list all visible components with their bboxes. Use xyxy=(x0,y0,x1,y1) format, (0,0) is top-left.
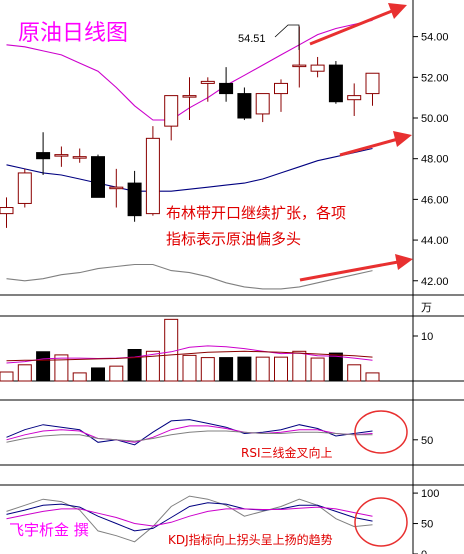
rsi-panel: 50 xyxy=(6,419,433,447)
candle-body xyxy=(292,64,307,68)
volume-bar xyxy=(274,356,288,382)
boll-lower-line xyxy=(6,263,373,290)
price-axis-tick-label: 54.00 xyxy=(421,32,449,44)
volume-bar xyxy=(36,351,51,382)
volume-axis-tick-label: 10 xyxy=(421,331,433,343)
rsi-line-2 xyxy=(6,425,373,443)
candle-body xyxy=(347,95,362,101)
candle-body xyxy=(127,182,142,217)
rsi-highlight-circle xyxy=(354,410,408,454)
volume-bar xyxy=(237,356,252,382)
volume-bar xyxy=(200,357,215,382)
volume-bar xyxy=(91,367,105,382)
candle-body xyxy=(310,64,325,72)
price-axis-tick-label: 42.00 xyxy=(421,276,449,288)
candle-body xyxy=(145,137,160,215)
volume-bar xyxy=(328,352,343,382)
candle-body xyxy=(164,95,179,127)
peak-marker: 54.51 xyxy=(238,24,300,50)
kdj-axis-tick-label: 50 xyxy=(421,519,433,531)
candle-body xyxy=(365,72,380,95)
kdj-axis-tick-label: 0 xyxy=(421,549,427,554)
volume-bar xyxy=(365,372,380,382)
price-axis-tick-label: 44.00 xyxy=(421,235,449,247)
kdj-highlight-circle xyxy=(354,497,408,547)
volume-bar xyxy=(219,357,234,382)
candle-body xyxy=(54,154,69,157)
rsi-annotation: RSI三线金叉向上 xyxy=(241,445,333,460)
kdj-line-2 xyxy=(6,502,373,532)
volume-unit-label: 万 xyxy=(421,302,432,314)
candle-body xyxy=(255,93,270,115)
peak-leader-line xyxy=(274,24,300,50)
rsi-line-3 xyxy=(6,430,373,443)
price-axis-ticks: 42.00 44.00 46.00 48.00 50.00 52.00 54.00 xyxy=(413,32,449,288)
volume-bar xyxy=(54,354,69,382)
volume-bar xyxy=(17,364,32,382)
volume-bar xyxy=(292,350,307,382)
candle-body xyxy=(0,207,14,215)
price-axis-tick-label: 46.00 xyxy=(421,194,449,206)
price-candles xyxy=(0,26,380,228)
candle-body xyxy=(36,152,51,160)
volume-bar xyxy=(347,364,362,382)
candle-body xyxy=(328,64,343,103)
rsi-line-1 xyxy=(6,419,373,446)
volume-bar xyxy=(72,372,87,382)
candle-body xyxy=(274,82,288,95)
volume-bar xyxy=(255,356,270,382)
boll-annotation-line-2: 指标表示原油偏多头 xyxy=(166,230,301,248)
volume-bar xyxy=(145,350,160,382)
price-axis-tick-label: 48.00 xyxy=(421,154,449,166)
rsi-axis-tick-label: 50 xyxy=(421,435,433,447)
arrow-upper-icon xyxy=(309,3,407,46)
candle-body xyxy=(17,172,32,204)
volume-panel: 10 万 xyxy=(0,302,433,382)
volume-ma-short-line xyxy=(6,345,373,364)
candle-body xyxy=(182,95,197,98)
volume-bar xyxy=(109,365,124,382)
boll-annotation-line-1: 布林带开口继续扩张，各项 xyxy=(166,204,346,222)
arrow-middle-icon xyxy=(339,131,412,157)
kdj-line-1 xyxy=(6,495,373,543)
candle-body xyxy=(91,156,105,198)
volume-bar xyxy=(310,357,325,382)
volume-ma-long-line xyxy=(6,350,373,362)
author-watermark: 飞宇析金 撰 xyxy=(9,521,89,539)
price-axis-tick-label: 50.00 xyxy=(421,113,449,125)
kdj-annotation: KDJ指标向上拐头呈上扬的趋势 xyxy=(168,532,333,547)
candle-body xyxy=(72,156,87,159)
boll-middle-line xyxy=(6,147,373,192)
kdj-axis-tick-label: 100 xyxy=(421,488,439,500)
trend-arrows xyxy=(299,3,413,282)
candle-body xyxy=(200,80,215,84)
volume-bar xyxy=(127,349,142,382)
price-axis-tick-label: 52.00 xyxy=(421,72,449,84)
candle-body xyxy=(219,82,234,95)
kdj-line-3 xyxy=(6,506,373,527)
kdj-panel: 0 50 100 xyxy=(6,488,439,554)
volume-bar xyxy=(182,354,197,382)
arrow-lower-icon xyxy=(299,254,413,282)
candle-body xyxy=(109,186,124,190)
candle-body xyxy=(237,93,252,119)
volume-bar xyxy=(0,371,14,382)
peak-label: 54.51 xyxy=(238,33,266,45)
chart-title: 原油日线图 xyxy=(18,21,128,46)
